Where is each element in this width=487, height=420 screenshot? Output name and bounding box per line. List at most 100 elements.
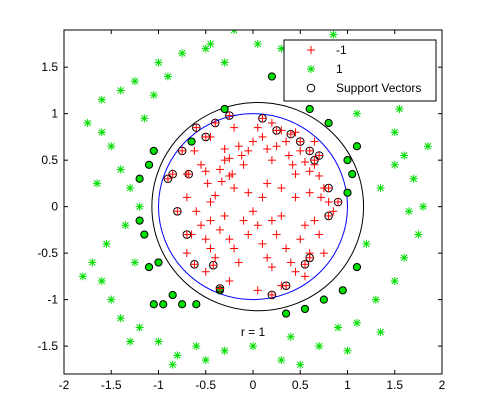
point-pos-2-d2 — [107, 142, 115, 150]
point-neg-50 — [272, 230, 281, 239]
x-tick-label-2: -1 — [153, 378, 164, 392]
support-vector-neg-plus-5 — [211, 118, 220, 127]
point-pos-12 — [135, 323, 144, 332]
point-neg-39 — [220, 211, 229, 220]
point-neg-20 — [277, 126, 286, 135]
point-neg-25 — [296, 146, 305, 155]
x-tick-label-4: 0 — [250, 378, 257, 392]
point-pos-19-d2 — [296, 361, 304, 369]
point-pos-6 — [121, 221, 130, 230]
point-neg-53 — [286, 258, 295, 267]
point-pos-42 — [154, 58, 163, 67]
point-neg-75 — [291, 128, 300, 137]
point-neg-62 — [258, 193, 267, 202]
point-pos-43 — [130, 77, 139, 86]
point-pos-39-d2 — [230, 30, 235, 34]
point-neg-28 — [310, 160, 319, 169]
point-pos-43-d2 — [131, 77, 139, 85]
point-pos-56 — [126, 337, 135, 346]
support-vector-pos-2 — [135, 174, 144, 183]
point-pos-52 — [404, 207, 413, 216]
point-pos-38 — [253, 39, 262, 48]
point-pos-16-d2 — [221, 347, 229, 355]
point-pos-64-d2 — [353, 110, 361, 118]
point-neg-23 — [288, 160, 297, 169]
point-pos-55-d2 — [131, 259, 139, 266]
point-neg-64 — [244, 188, 253, 197]
point-pos-10-d2 — [107, 296, 115, 303]
point-pos-56-d2 — [126, 338, 134, 345]
point-neg-4 — [220, 145, 229, 154]
support-vector-neg-plus-1 — [173, 207, 182, 216]
point-pos-57-d2 — [363, 240, 370, 248]
point-pos-65 — [140, 114, 149, 123]
point-pos-26 — [414, 230, 423, 239]
point-neg-82 — [225, 277, 234, 286]
point-neg-1 — [201, 167, 210, 176]
point-pos-0 — [83, 118, 92, 127]
point-pos-41 — [178, 49, 187, 58]
support-vector-pos-6 — [154, 258, 163, 267]
point-pos-9-d2 — [98, 277, 106, 285]
support-vector-pos-21 — [305, 104, 314, 114]
point-pos-61-d2 — [424, 142, 432, 150]
point-neg-78 — [319, 249, 328, 258]
point-pos-28 — [409, 174, 418, 183]
point-pos-17 — [249, 342, 257, 351]
y-tick-label-5: 1 — [51, 107, 58, 121]
point-pos-5 — [135, 202, 144, 211]
y-tick-label-3: 0 — [51, 200, 58, 214]
support-vector-pos-16 — [352, 262, 362, 272]
point-neg-43 — [239, 216, 248, 225]
point-pos-13 — [154, 337, 163, 346]
support-vector-pos-0 — [149, 146, 158, 155]
x-tick-label-0: -2 — [59, 378, 70, 392]
point-neg-3 — [206, 198, 215, 206]
point-pos-48 — [206, 39, 215, 48]
point-neg-31 — [317, 193, 326, 202]
point-neg-19 — [272, 142, 281, 151]
point-pos-54-d2 — [79, 273, 87, 280]
point-pos-8-d2 — [88, 259, 96, 266]
point-neg-67 — [211, 191, 220, 200]
point-pos-47 — [163, 72, 172, 81]
point-neg-24 — [291, 170, 300, 179]
point-pos-14 — [173, 351, 182, 360]
point-neg-56 — [300, 221, 309, 230]
support-vector-pos-7 — [149, 300, 158, 309]
point-neg-61 — [228, 170, 237, 179]
point-neg-85 — [267, 216, 276, 225]
point-pos-50 — [376, 184, 385, 193]
support-vector-neg-plus-6 — [225, 111, 234, 120]
point-neg-12 — [239, 160, 248, 169]
point-neg-80 — [277, 281, 286, 290]
point-neg-11 — [237, 151, 246, 160]
support-vector-neg-plus-16 — [215, 284, 224, 293]
support-vector-neg-plus-7 — [258, 114, 267, 123]
legend: -1 1 Support Vectors — [283, 39, 437, 102]
support-vector-pos-4 — [140, 230, 149, 239]
support-vector-pos-15 — [338, 286, 347, 295]
point-neg-54 — [291, 267, 300, 276]
point-pos-46 — [149, 91, 158, 100]
point-pos-44-d2 — [117, 87, 125, 94]
point-neg-63 — [263, 179, 272, 188]
point-neg-0 — [197, 160, 206, 169]
point-neg-22 — [284, 151, 293, 160]
point-neg-74 — [267, 118, 276, 127]
point-neg-35 — [201, 235, 210, 244]
decision-boundary-curve — [151, 102, 365, 312]
point-neg-68 — [182, 193, 191, 202]
support-vector-neg-plus-12 — [315, 151, 324, 160]
y-tick-label-4: 0.5 — [41, 153, 58, 167]
point-pos-3 — [116, 165, 125, 174]
y-tick-label-2: -0.5 — [37, 246, 58, 260]
point-neg-84 — [182, 249, 191, 258]
support-vector-pos-18 — [343, 156, 352, 165]
point-neg-71 — [190, 146, 199, 155]
legend-marker-pos — [307, 65, 315, 73]
point-pos-66-d2 — [344, 347, 351, 355]
point-neg-27 — [305, 167, 314, 176]
point-neg-29 — [315, 171, 324, 180]
point-pos-29-d2 — [400, 152, 408, 159]
